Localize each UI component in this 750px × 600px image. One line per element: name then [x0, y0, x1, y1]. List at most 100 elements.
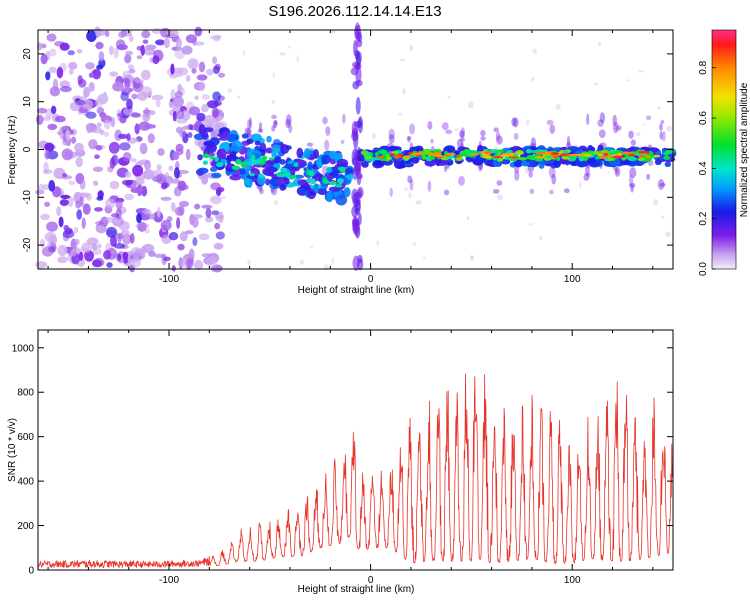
heatmap-cell — [293, 174, 305, 179]
heatmap-cell — [129, 34, 134, 43]
heatmap-cell — [104, 198, 116, 209]
heatmap-cell — [480, 129, 486, 137]
heatmap-cell — [393, 160, 401, 167]
heatmap-cell — [612, 121, 619, 134]
colorbar-tick-label: 0.8 — [698, 60, 709, 74]
heatmap-cell — [405, 155, 411, 158]
heatmap-cell — [430, 138, 434, 144]
heatmap-cell — [496, 180, 503, 186]
heatmap-cell — [271, 144, 282, 154]
heatmap-cell — [424, 149, 430, 155]
heatmap-cell — [484, 151, 493, 155]
heatmap-cell — [187, 58, 199, 70]
heatmap-cell — [59, 80, 71, 88]
heatmap-cell — [130, 187, 142, 194]
heatmap-cell — [241, 133, 249, 139]
heatmap-cell — [421, 154, 427, 160]
heatmap-cell — [113, 242, 126, 249]
heatmap-cell — [163, 37, 170, 49]
heatmap-cell — [202, 153, 210, 159]
heatmap-cell — [40, 53, 48, 65]
heatmap-cell — [75, 156, 83, 168]
heatmap-cell — [377, 149, 387, 154]
heatmap-cell — [322, 116, 328, 125]
heatmap-cell — [459, 130, 465, 138]
heatmap-cell — [550, 152, 560, 155]
heatmap-cell — [95, 41, 104, 50]
heatmap-cell — [562, 150, 569, 154]
x-tick-label: 0 — [368, 274, 374, 285]
heatmap-cell — [86, 124, 93, 134]
heatmap-cell — [210, 182, 221, 191]
heatmap-cell — [179, 231, 188, 242]
heatmap-cell — [662, 130, 666, 142]
heatmap-cell — [45, 71, 51, 81]
heatmap-cell — [288, 45, 292, 49]
heatmap-cell — [549, 189, 554, 195]
y-tick-label: 200 — [17, 521, 34, 532]
heatmap-cell — [407, 175, 413, 184]
heatmap-cell — [284, 163, 293, 168]
heatmap-cell — [76, 49, 83, 54]
heatmap-cell — [663, 150, 669, 156]
heatmap-cell — [466, 216, 470, 221]
heatmap-cell — [209, 137, 220, 146]
heatmap-cell — [141, 30, 151, 39]
heatmap-cell — [48, 179, 56, 192]
heatmap-cell — [163, 256, 171, 262]
heatmap-cell — [126, 133, 131, 141]
heatmap-cell — [206, 100, 219, 109]
heatmap-cell — [355, 97, 361, 115]
x-tick-label: -100 — [159, 575, 179, 586]
heatmap-cell — [332, 168, 339, 179]
heatmap-cell — [169, 74, 178, 79]
colorbar: 0.0 0.2 0.4 0.6 0.8 Normalized spectral ampl… — [698, 29, 750, 276]
heatmap-cell — [106, 262, 113, 268]
heatmap-cell — [639, 150, 644, 154]
heatmap-cell — [435, 154, 443, 157]
heatmap-cell — [88, 72, 95, 78]
heatmap-cell — [306, 142, 314, 147]
heatmap-cell — [104, 131, 110, 137]
heatmap-cell — [178, 128, 187, 138]
heatmap-cell — [198, 233, 210, 241]
heatmap-cell — [246, 119, 252, 130]
heatmap-cell — [398, 112, 403, 116]
heatmap-cell — [132, 164, 144, 177]
heatmap-cell — [513, 132, 519, 141]
snr-frame — [37, 329, 674, 571]
heatmap-cell — [456, 156, 464, 162]
heatmap-cell — [313, 183, 319, 194]
heatmap-cell — [266, 135, 272, 143]
heatmap-cell — [79, 192, 90, 198]
heatmap-cell — [160, 196, 172, 201]
heatmap-cell — [566, 135, 571, 148]
heatmap-cell — [283, 172, 291, 177]
heatmap-cell — [296, 147, 304, 159]
heatmap-cell — [209, 166, 218, 172]
heatmap-cell — [352, 255, 360, 271]
snr-background — [38, 330, 673, 570]
heatmap-cell — [109, 157, 116, 169]
heatmap-cell — [659, 123, 663, 131]
heatmap-cell — [482, 155, 492, 159]
heatmap-cell — [214, 63, 221, 71]
heatmap-cell — [156, 206, 161, 218]
heatmap-cell — [628, 182, 636, 188]
heatmap-cell — [456, 138, 463, 148]
heatmap-cell — [274, 155, 282, 164]
heatmap-cell — [621, 151, 632, 155]
heatmap-cell — [637, 154, 645, 158]
heatmap-cell — [177, 258, 189, 268]
heatmap-cell — [137, 91, 148, 101]
heatmap-cell — [394, 156, 400, 159]
heatmap-cell — [417, 151, 424, 154]
heatmap-cell — [59, 42, 70, 51]
heatmap-cell — [546, 119, 554, 126]
heatmap-cell — [39, 238, 46, 248]
heatmap-cell — [205, 207, 212, 218]
heatmap-cell — [273, 199, 278, 206]
heatmap-cell — [113, 47, 119, 59]
heatmap-cell — [91, 259, 103, 268]
heatmap-cell — [337, 166, 346, 172]
